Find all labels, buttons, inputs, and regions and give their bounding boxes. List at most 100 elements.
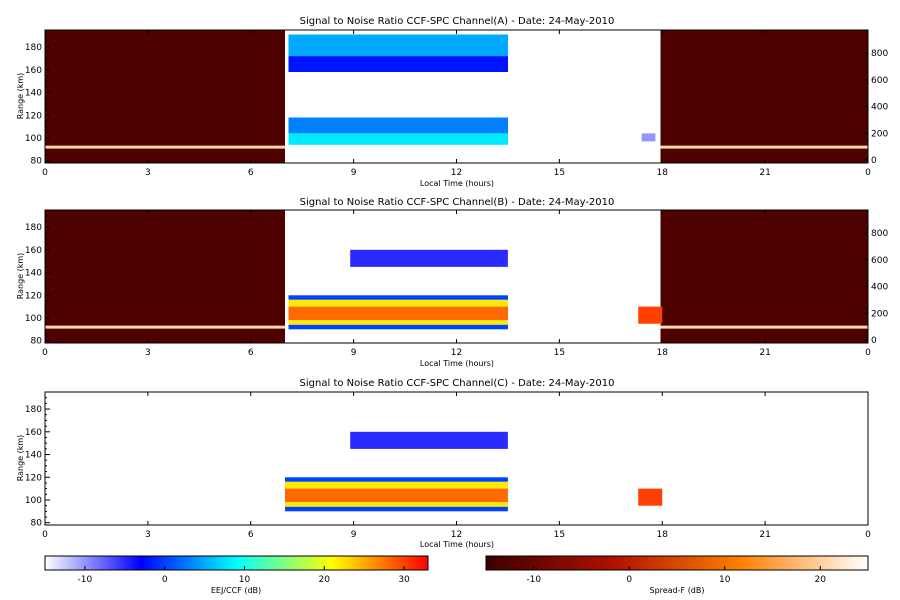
panel-b-xtick-label: 3 xyxy=(145,348,151,358)
panel-b-xtick-label: 15 xyxy=(554,348,565,358)
panel-a-xtick-label: 3 xyxy=(145,168,151,178)
panel-a-rtick-label: 200 xyxy=(871,129,888,139)
panel-a-xtick-label: 9 xyxy=(351,168,357,178)
panel-a-xlabel: Local Time (hours) xyxy=(420,179,494,188)
panel-b-xtick-label: 0 xyxy=(865,348,871,358)
panel-c-xtick-label: 0 xyxy=(42,530,48,540)
panel-c-xtick-label: 9 xyxy=(351,530,357,540)
panel-a-region-0 xyxy=(45,30,285,163)
panel-a-ytick-label: 160 xyxy=(25,66,42,76)
panel-a-rtick-label: 600 xyxy=(871,76,888,86)
panel-b-rtick-label: 0 xyxy=(871,336,877,346)
panel-c-region-3 xyxy=(285,488,508,503)
panel-b-region-6 xyxy=(288,320,508,325)
colorbar-eej-tick-label: 20 xyxy=(319,575,331,585)
colorbar-spreadf: -10 0 10 20 Spread-F (dB) xyxy=(485,555,869,595)
panel-b-rtick-label: 800 xyxy=(871,229,888,239)
panel-b-xtick-label: 6 xyxy=(248,348,254,358)
panel-b-rtick-label: 600 xyxy=(871,256,888,266)
colorbar-eej-label: EEJ/CCF (dB) xyxy=(211,586,261,595)
panel-b-region-3 xyxy=(288,295,508,300)
colorbar-spreadf-tick-label: -10 xyxy=(526,575,541,585)
panel-c-ytick-label: 180 xyxy=(25,405,42,415)
panel-a-xtick-label: 18 xyxy=(657,168,669,178)
panel-c-xlabel: Local Time (hours) xyxy=(420,540,494,549)
panel-c-region-5 xyxy=(285,506,508,512)
colorbar-spreadf-tick-label: 0 xyxy=(626,575,632,585)
panel-b-ytick-label: 180 xyxy=(25,223,42,233)
panel-b-region-8 xyxy=(638,306,663,324)
panel-c-ytick-label: 80 xyxy=(31,519,43,529)
panel-c-xtick-label: 6 xyxy=(248,530,254,540)
panel-a-xtick-label: 0 xyxy=(42,168,48,178)
colorbar-eej-tick-label: -10 xyxy=(78,575,93,585)
panel-b-xtick-label: 12 xyxy=(451,348,462,358)
colorbar-spreadf-tick-label: 10 xyxy=(719,575,731,585)
panel-c-ytick-label: 120 xyxy=(25,473,42,483)
panel-a-region-4 xyxy=(288,117,508,134)
panel-c-xtick-label: 12 xyxy=(451,530,462,540)
colorbar-spreadf-tick-label: 20 xyxy=(815,575,827,585)
panel-b-ylabel: Range (km) xyxy=(16,253,25,300)
panel-c-xtick-label: 21 xyxy=(759,530,770,540)
panel-a-xtick-label: 6 xyxy=(248,168,254,178)
panel-c-ytick-label: 100 xyxy=(25,496,42,506)
panel-a-ytick-label: 120 xyxy=(25,111,42,121)
panel-b-rtick-label: 200 xyxy=(871,309,888,319)
panel-b-region-4 xyxy=(288,299,508,307)
panel-a-region-1 xyxy=(660,30,868,163)
panel-a-title: Signal to Noise Ratio CCF-SPC Channel(A)… xyxy=(300,16,615,27)
panel-b-ytick-label: 160 xyxy=(25,246,42,256)
panel-a-ytick-label: 80 xyxy=(31,157,43,167)
panel-c-region-2 xyxy=(285,481,508,489)
panel-a-rtick-label: 800 xyxy=(871,49,888,59)
panel-a-xtick-label: 0 xyxy=(865,168,871,178)
panel-a-rtick-label: 400 xyxy=(871,103,888,113)
panel-b-region-1 xyxy=(660,210,868,343)
panel-c-xtick-label: 0 xyxy=(865,530,871,540)
panel-b-rtick-label: 400 xyxy=(871,283,888,293)
panel-c-xtick-label: 18 xyxy=(657,530,669,540)
panel-b-xtick-label: 21 xyxy=(759,348,770,358)
colorbar-eej-tick-label: 0 xyxy=(162,575,168,585)
panel-b-xlabel: Local Time (hours) xyxy=(420,359,494,368)
panel-a-region-3 xyxy=(288,56,508,72)
panel-c-region-0 xyxy=(350,431,508,449)
panel-a-ytick-label: 100 xyxy=(25,134,42,144)
panel-c-title: Signal to Noise Ratio CCF-SPC Channel(C)… xyxy=(300,378,615,389)
colorbar-spreadf-label: Spread-F (dB) xyxy=(649,586,704,595)
colorbar-eej-tick-label: 10 xyxy=(239,575,251,585)
panel-c-xtick-label: 3 xyxy=(145,530,151,540)
panel-a-xtick-label: 21 xyxy=(759,168,770,178)
panel-b-xtick-label: 18 xyxy=(657,348,669,358)
panel-a-rtick-label: 0 xyxy=(871,156,877,166)
panel-b-ytick-label: 100 xyxy=(25,314,42,324)
panel-a-region-6 xyxy=(641,133,656,142)
panel-b-ytick-label: 140 xyxy=(25,269,42,279)
panel-c-xtick-label: 15 xyxy=(554,530,565,540)
panel-c-ylabel: Range (km) xyxy=(16,435,25,482)
panel-c: Signal to Noise Ratio CCF-SPC Channel(C)… xyxy=(16,378,871,549)
colorbar-eej-bar xyxy=(44,555,429,571)
panel-a-region-2 xyxy=(288,34,508,57)
panel-b-ytick-label: 120 xyxy=(25,291,42,301)
colorbar-spreadf-bar xyxy=(485,555,869,571)
panel-b: Signal to Noise Ratio CCF-SPC Channel(B)… xyxy=(16,197,888,368)
panel-c-ytick-label: 160 xyxy=(25,428,42,438)
panel-a-xtick-label: 12 xyxy=(451,168,462,178)
panel-b-title: Signal to Noise Ratio CCF-SPC Channel(B)… xyxy=(300,197,615,208)
panel-c-region-4 xyxy=(285,502,508,507)
panel-a-xtick-label: 15 xyxy=(554,168,565,178)
colorbar-eej: -10 0 10 20 30 EEJ/CCF (dB) xyxy=(44,555,429,595)
panel-c-region-1 xyxy=(285,477,508,482)
panel-a-ytick-label: 180 xyxy=(25,43,42,53)
colorbar-eej-tick-label: 30 xyxy=(398,575,410,585)
panel-b-xtick-label: 9 xyxy=(351,348,357,358)
panel-c-ytick-label: 140 xyxy=(25,451,42,461)
panel-a-ytick-label: 140 xyxy=(25,89,42,99)
panel-c-region-6 xyxy=(638,488,663,506)
panel-b-ytick-label: 80 xyxy=(31,337,43,347)
panel-b-region-7 xyxy=(288,324,508,330)
panel-b-region-5 xyxy=(288,306,508,321)
